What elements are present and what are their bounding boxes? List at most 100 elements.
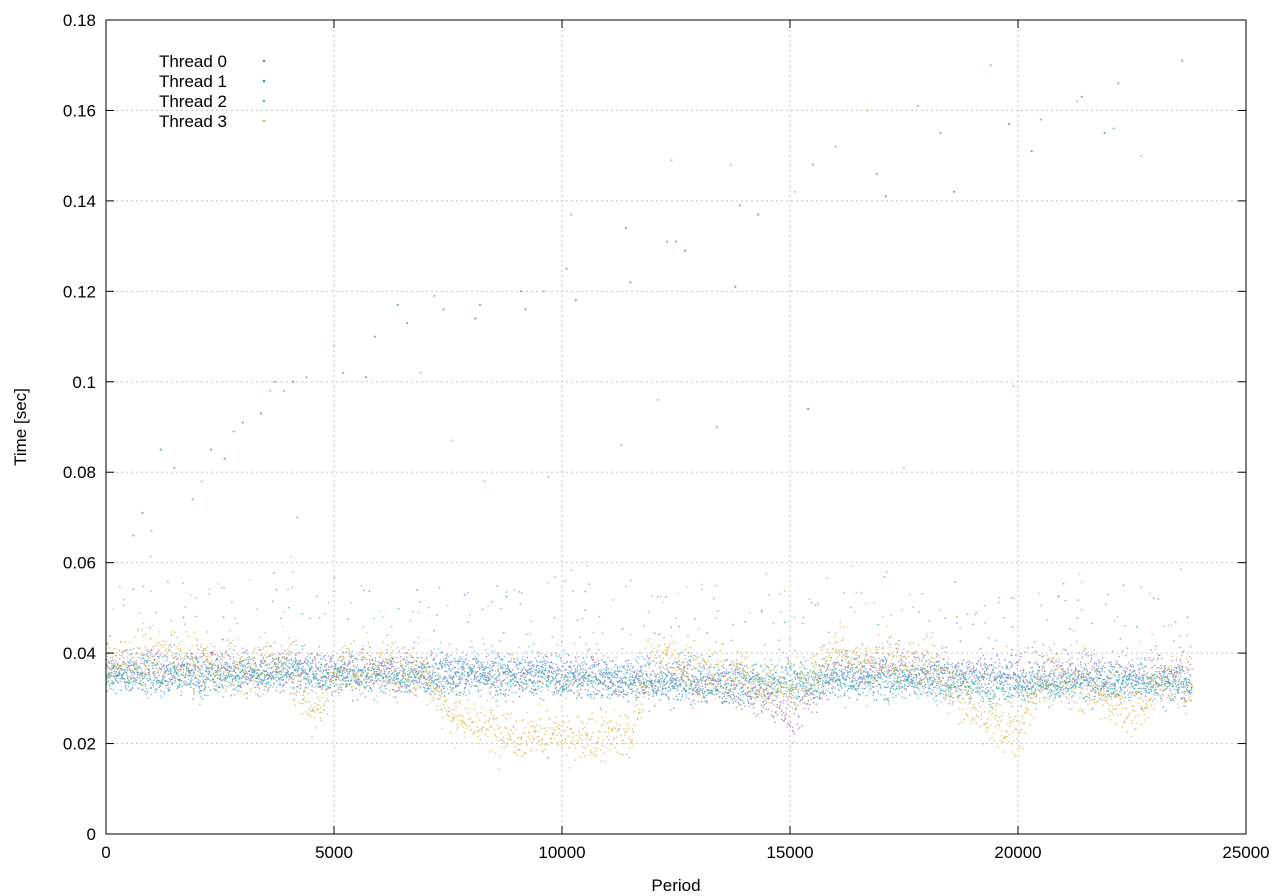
- data-point: [144, 693, 147, 695]
- data-point: [561, 673, 563, 676]
- data-point: [781, 686, 783, 688]
- data-point: [365, 658, 368, 661]
- data-point: [542, 682, 544, 685]
- data-point: [954, 581, 956, 583]
- data-point: [120, 689, 122, 692]
- data-point: [551, 636, 553, 638]
- data-point: [817, 602, 819, 604]
- data-point: [342, 651, 345, 654]
- data-point: [717, 690, 719, 692]
- data-point: [1145, 685, 1147, 687]
- data-point: [934, 686, 937, 688]
- data-point: [138, 687, 140, 690]
- data-point: [1052, 657, 1055, 659]
- data-point: [1104, 666, 1106, 669]
- data-point: [615, 693, 618, 695]
- data-point: [1183, 697, 1186, 699]
- data-point: [114, 672, 116, 675]
- data-point: [1108, 681, 1110, 684]
- data-point: [939, 683, 942, 685]
- data-point: [532, 691, 534, 694]
- data-point: [811, 711, 813, 713]
- data-point: [395, 682, 397, 684]
- data-point: [952, 680, 955, 683]
- data-point: [359, 693, 362, 695]
- data-point: [638, 679, 641, 682]
- data-point: [908, 661, 911, 664]
- data-point: [1165, 676, 1167, 678]
- data-point: [1060, 677, 1063, 679]
- outlier-point: [259, 412, 263, 415]
- data-point: [555, 680, 558, 682]
- data-point: [683, 674, 686, 677]
- data-point: [390, 673, 392, 676]
- data-point: [804, 693, 806, 696]
- data-point: [155, 664, 157, 667]
- data-point: [279, 670, 281, 672]
- data-point: [1032, 684, 1035, 686]
- data-point: [966, 661, 968, 664]
- data-point: [1138, 687, 1141, 689]
- data-point: [182, 660, 184, 662]
- data-point: [1119, 686, 1121, 688]
- data-point: [812, 670, 815, 672]
- data-point: [962, 680, 965, 683]
- data-point: [345, 668, 348, 671]
- data-point: [1037, 669, 1039, 671]
- data-point: [551, 675, 553, 678]
- data-point: [965, 678, 967, 681]
- data-point: [784, 678, 786, 680]
- data-point: [1105, 603, 1107, 606]
- data-point: [441, 685, 444, 688]
- data-point: [1080, 687, 1083, 689]
- data-point: [1012, 677, 1014, 680]
- data-point: [478, 661, 480, 663]
- data-point: [794, 676, 796, 679]
- data-point: [524, 661, 526, 664]
- data-point: [203, 688, 206, 690]
- data-point: [144, 685, 147, 687]
- data-point: [817, 675, 820, 678]
- data-point: [1022, 676, 1025, 678]
- data-point: [181, 679, 183, 682]
- data-point: [471, 681, 473, 684]
- data-point: [1022, 694, 1025, 697]
- data-point: [733, 683, 735, 685]
- data-point: [229, 655, 231, 658]
- data-point: [331, 665, 333, 667]
- data-point: [155, 679, 158, 681]
- data-point: [295, 659, 297, 661]
- data-point: [248, 670, 250, 673]
- data-point: [843, 692, 846, 695]
- outlier-point: [364, 376, 367, 379]
- data-point: [693, 679, 695, 681]
- data-point: [324, 675, 326, 677]
- data-point: [333, 685, 336, 687]
- data-point: [233, 688, 236, 690]
- data-point: [753, 712, 755, 715]
- data-point: [772, 715, 774, 717]
- data-point: [449, 674, 451, 677]
- data-point: [173, 661, 176, 663]
- data-point: [310, 681, 312, 684]
- data-point: [604, 685, 607, 687]
- data-point: [790, 701, 792, 704]
- data-point: [932, 672, 934, 674]
- data-point: [744, 621, 746, 623]
- outlier-point: [1103, 132, 1106, 135]
- data-point: [783, 621, 786, 624]
- data-point: [882, 672, 885, 675]
- data-point: [447, 681, 450, 683]
- data-point: [799, 699, 802, 701]
- data-point: [977, 677, 979, 679]
- data-point: [179, 680, 181, 682]
- data-point: [109, 635, 111, 637]
- data-point: [457, 685, 459, 687]
- data-point: [815, 674, 817, 676]
- data-point: [678, 668, 680, 671]
- data-point: [402, 670, 405, 673]
- data-point: [763, 703, 766, 706]
- data-point: [382, 676, 384, 678]
- data-point: [219, 668, 222, 671]
- data-point: [1103, 678, 1106, 681]
